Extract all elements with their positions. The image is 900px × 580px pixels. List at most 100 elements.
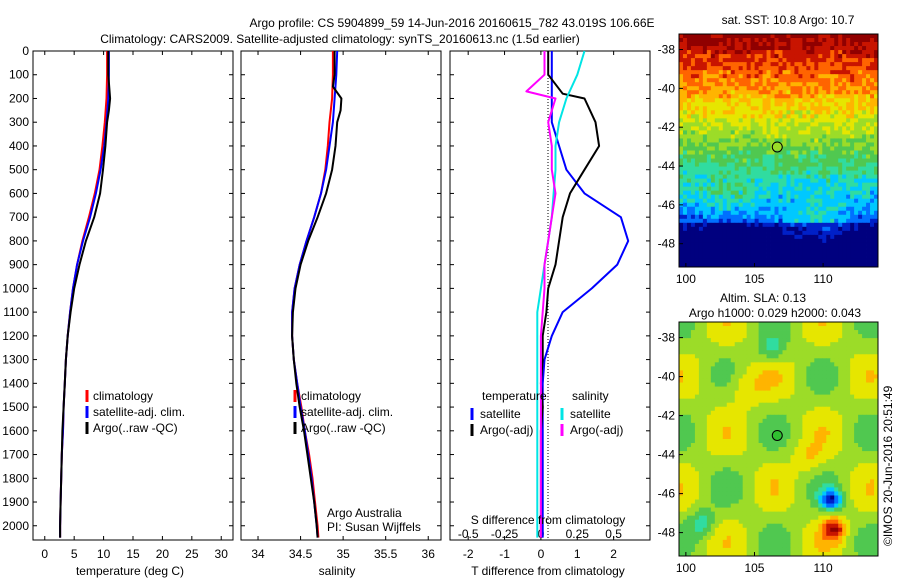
heatmap-cell xyxy=(762,158,767,163)
heatmap-cell xyxy=(846,346,851,351)
heatmap-cell xyxy=(782,70,787,75)
heatmap-cell xyxy=(822,358,827,363)
heatmap-cell xyxy=(770,42,775,47)
heatmap-cell xyxy=(694,178,700,184)
heatmap-cell xyxy=(850,459,855,464)
heatmap-cell xyxy=(778,70,783,75)
heatmap-cell xyxy=(822,62,827,67)
heatmap-cell xyxy=(682,366,688,371)
heatmap-cell xyxy=(854,38,859,43)
heatmap-cell xyxy=(762,394,767,400)
heatmap-cell xyxy=(718,198,724,204)
heatmap-cell xyxy=(794,374,799,379)
heatmap-cell xyxy=(810,186,815,192)
heatmap-cell xyxy=(762,174,767,180)
heatmap-cell xyxy=(679,463,684,468)
heatmap-cell xyxy=(682,342,688,347)
heatmap-cell xyxy=(710,230,716,236)
heatmap-cell xyxy=(714,118,720,123)
heatmap-cell xyxy=(738,370,744,375)
heatmap-cell xyxy=(710,186,716,192)
heatmap-cell xyxy=(726,410,732,416)
heatmap-cell xyxy=(838,130,843,135)
y-tick-label: 1900 xyxy=(2,495,29,509)
heatmap-cell xyxy=(706,439,712,444)
heatmap-cell xyxy=(826,246,831,252)
heatmap-cell xyxy=(778,459,783,464)
heatmap-cell xyxy=(706,146,712,151)
heatmap-cell xyxy=(746,162,752,167)
heatmap-cell xyxy=(842,98,847,103)
heatmap-cell xyxy=(830,166,835,171)
heatmap-cell xyxy=(754,459,759,464)
heatmap-cell xyxy=(738,58,744,63)
heatmap-cell xyxy=(714,46,720,51)
heatmap-cell xyxy=(870,150,875,155)
heatmap-cell xyxy=(726,190,732,196)
heatmap-cell xyxy=(818,58,823,63)
heatmap-cell xyxy=(726,102,732,107)
heatmap-cell xyxy=(746,126,752,131)
heatmap-cell xyxy=(842,110,847,115)
heatmap-cell xyxy=(686,90,692,95)
heatmap-cell xyxy=(778,42,783,47)
heatmap-cell xyxy=(826,90,831,95)
heatmap-cell xyxy=(726,178,732,184)
heatmap-cell xyxy=(694,467,700,472)
heatmap-cell xyxy=(846,138,851,143)
heatmap-cell xyxy=(762,230,767,236)
heatmap-cell xyxy=(714,210,720,216)
heatmap-cell xyxy=(694,70,700,75)
heatmap-cell xyxy=(786,330,791,335)
heatmap-cell xyxy=(694,230,700,236)
heatmap-cell xyxy=(794,414,799,420)
heatmap-cell xyxy=(850,34,855,39)
heatmap-cell xyxy=(862,459,867,464)
heatmap-cell xyxy=(762,214,767,220)
heatmap-cell xyxy=(830,326,835,331)
heatmap-cell xyxy=(854,338,859,343)
heatmap-cell xyxy=(778,34,783,39)
heatmap-cell xyxy=(734,226,740,232)
heatmap-cell xyxy=(706,366,712,371)
heatmap-cell xyxy=(862,447,867,452)
heatmap-cell xyxy=(690,386,696,391)
heatmap-cell xyxy=(754,246,759,252)
heatmap-cell xyxy=(806,334,811,339)
heatmap-cell xyxy=(846,322,851,327)
heatmap-cell xyxy=(870,106,875,111)
heatmap-cell xyxy=(710,206,716,212)
heatmap-cell xyxy=(846,242,851,248)
y-tick-label: 300 xyxy=(9,115,29,129)
heatmap-cell xyxy=(682,246,688,252)
heatmap-cell xyxy=(726,439,732,444)
heatmap-cell xyxy=(786,126,791,131)
heatmap-cell xyxy=(770,342,775,347)
heatmap-cell xyxy=(778,54,783,59)
heatmap-cell xyxy=(746,459,752,464)
heatmap-cell xyxy=(714,158,720,163)
heatmap-cell xyxy=(682,162,688,167)
heatmap-cell xyxy=(726,222,732,228)
heatmap-cell xyxy=(798,322,803,327)
heatmap-cell xyxy=(854,138,859,143)
heatmap-cell xyxy=(710,54,716,59)
heatmap-cell xyxy=(838,34,843,39)
heatmap-cell xyxy=(814,118,819,123)
heatmap-cell xyxy=(778,414,783,420)
heatmap-cell xyxy=(746,382,752,387)
heatmap-cell xyxy=(722,158,728,163)
heatmap-cell xyxy=(794,182,799,188)
heatmap-cell xyxy=(682,350,688,355)
heatmap-cell xyxy=(758,362,763,367)
heatmap-cell xyxy=(858,330,863,335)
heatmap-cell xyxy=(774,338,779,343)
heatmap-cell xyxy=(854,342,859,347)
heatmap-cell xyxy=(726,82,732,87)
heatmap-cell xyxy=(822,370,827,375)
heatmap-cell xyxy=(866,386,871,391)
heatmap-cell xyxy=(682,98,688,103)
heatmap-cell xyxy=(774,146,779,151)
heatmap-cell xyxy=(794,254,799,260)
heatmap-cell xyxy=(726,402,732,408)
